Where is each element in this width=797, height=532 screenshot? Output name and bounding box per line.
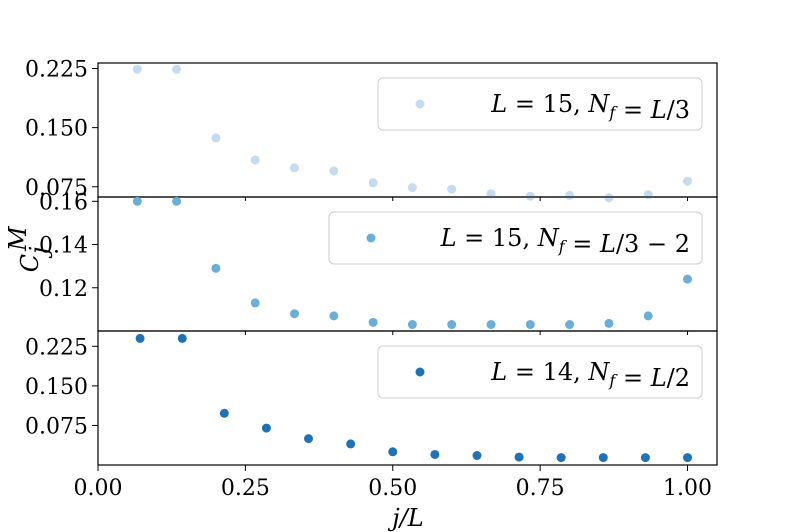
- data-point: [604, 318, 614, 328]
- y-tick-label: 0.14: [39, 234, 88, 259]
- legend-box: [377, 77, 703, 131]
- panel-2: 0.16 0.14 0.12 L = 15, Nf = L/3 − 2: [39, 190, 718, 335]
- y-axis-title-sup: M: [4, 225, 32, 252]
- legend-marker: [415, 99, 425, 109]
- data-point: [683, 453, 693, 463]
- x-axis-title: j/L: [387, 504, 423, 532]
- data-point: [640, 453, 650, 463]
- data-point: [211, 133, 221, 143]
- data-point: [304, 434, 314, 444]
- data-point: [514, 452, 524, 462]
- legend: L = 15, Nf = L/3: [377, 77, 703, 131]
- data-point: [177, 333, 187, 343]
- y-tick-label: 0.225: [25, 335, 88, 360]
- data-point: [604, 193, 614, 203]
- data-point: [643, 190, 653, 200]
- data-point: [486, 320, 496, 330]
- legend-box: [377, 345, 703, 399]
- legend-label: L = 14, Nf = L/2: [490, 358, 690, 392]
- x-tick-label: 0.50: [368, 476, 417, 501]
- data-point: [211, 263, 221, 273]
- y-axis-title-main: C: [16, 254, 44, 272]
- data-point: [598, 453, 608, 463]
- panel-3: 0.225 0.150 0.075 0.00 0.25 0.50 0.75 1.00 L = 1…: [25, 330, 718, 501]
- data-point: [289, 163, 299, 173]
- legend-label: L = 15, Nf = L/3 − 2: [440, 224, 690, 258]
- data-point: [388, 447, 398, 457]
- legend: L = 15, Nf = L/3 − 2: [328, 211, 703, 265]
- legend-box: [328, 211, 703, 265]
- legend-marker: [415, 367, 425, 377]
- data-point: [643, 311, 653, 321]
- data-point: [472, 451, 482, 461]
- data-point: [486, 189, 496, 199]
- x-tick-label: 0.00: [74, 476, 123, 501]
- data-point: [368, 178, 378, 188]
- data-point: [132, 196, 142, 206]
- legend-marker: [366, 233, 376, 243]
- y-tick-label: 0.12: [39, 277, 88, 302]
- data-point: [289, 309, 299, 319]
- legend: L = 14, Nf = L/2: [377, 345, 703, 399]
- axes-frame: [97, 330, 718, 466]
- data-point: [407, 183, 417, 193]
- y-tick-label: 0.075: [25, 176, 88, 201]
- data-point: [329, 311, 339, 321]
- data-point: [250, 155, 260, 165]
- data-point: [135, 333, 145, 343]
- y-axis-title: C M j: [4, 225, 53, 272]
- data-point: [447, 320, 457, 330]
- x-tick-label: 0.75: [516, 476, 565, 501]
- data-point: [683, 176, 693, 186]
- data-point: [368, 317, 378, 327]
- legend-label: L = 15, Nf = L/3: [490, 90, 690, 124]
- data-point: [565, 190, 575, 200]
- data-point: [447, 184, 457, 194]
- data-point: [329, 166, 339, 176]
- y-tick-label: 0.16: [39, 190, 88, 215]
- x-tick-label: 0.25: [221, 476, 270, 501]
- data-point: [556, 453, 566, 463]
- data-point: [525, 320, 535, 330]
- data-point: [132, 64, 142, 74]
- x-tick-label: 1.00: [663, 476, 712, 501]
- data-point: [683, 274, 693, 284]
- data-point: [172, 196, 182, 206]
- y-tick-label: 0.225: [25, 58, 88, 83]
- y-tick-label: 0.150: [25, 375, 88, 400]
- data-point: [219, 408, 229, 418]
- data-point: [346, 439, 356, 449]
- data-point: [261, 423, 271, 433]
- y-tick-label: 0.075: [25, 414, 88, 439]
- data-point: [250, 298, 260, 308]
- panel-1: 0.225 0.150 0.075 L = 15, Nf = L/3: [25, 58, 718, 203]
- data-point: [430, 449, 440, 459]
- y-tick-label: 0.150: [25, 117, 88, 142]
- data-point: [407, 320, 417, 330]
- data-point: [565, 320, 575, 330]
- data-point: [172, 64, 182, 74]
- data-point: [525, 191, 535, 201]
